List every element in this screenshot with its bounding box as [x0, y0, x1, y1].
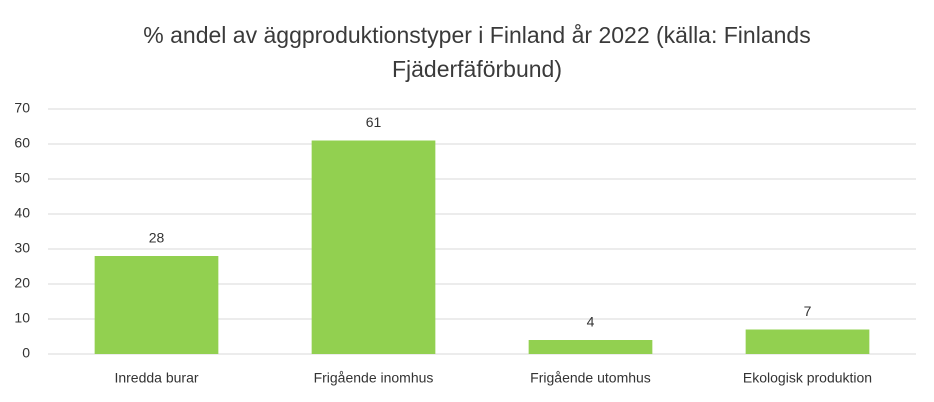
y-tick-label: 70: [14, 100, 30, 116]
chart-title: % andel av äggproduktionstyper i Finland…: [143, 22, 811, 82]
y-tick-label: 10: [14, 310, 30, 326]
data-label: 4: [587, 314, 595, 330]
y-tick-label: 20: [14, 275, 30, 291]
x-tick-label: Inredda burar: [114, 370, 198, 386]
x-tick-label: Frigående inomhus: [314, 370, 434, 386]
y-tick-label: 0: [22, 345, 30, 361]
x-tick-label: Ekologisk produktion: [743, 370, 872, 386]
y-tick-label: 40: [14, 205, 30, 221]
x-tick-label: Frigående utomhus: [530, 370, 651, 386]
bar: [745, 329, 870, 354]
y-tick-label: 60: [14, 135, 30, 151]
y-tick-label: 50: [14, 170, 30, 186]
bar: [528, 340, 653, 354]
bar: [311, 140, 436, 354]
bar: [94, 256, 219, 354]
y-tick-label: 30: [14, 240, 30, 256]
data-label: 61: [366, 114, 382, 130]
data-label: 7: [804, 303, 812, 319]
data-label: 28: [149, 230, 165, 246]
